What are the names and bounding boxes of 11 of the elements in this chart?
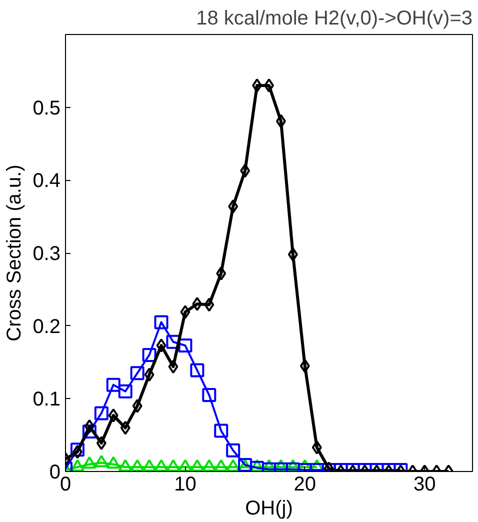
x-axis-title: OH(j)	[245, 498, 293, 520]
y-tick-label: 0.4	[32, 170, 61, 192]
y-tick-label: 0.5	[32, 97, 61, 120]
x-tick-label: 30	[413, 474, 436, 496]
y-axis-title: Cross Section (a.u.)	[4, 164, 26, 342]
y-tick-label: 0.2	[32, 316, 61, 338]
y-tick-label: 0.1	[32, 388, 61, 411]
chart-title: 18 kcal/mole H2(v,0)->OH(v)=3	[196, 8, 473, 30]
x-tick-label: 20	[294, 474, 316, 496]
x-tick-label: 10	[174, 474, 196, 496]
y-tick-label: 0.3	[32, 243, 61, 265]
